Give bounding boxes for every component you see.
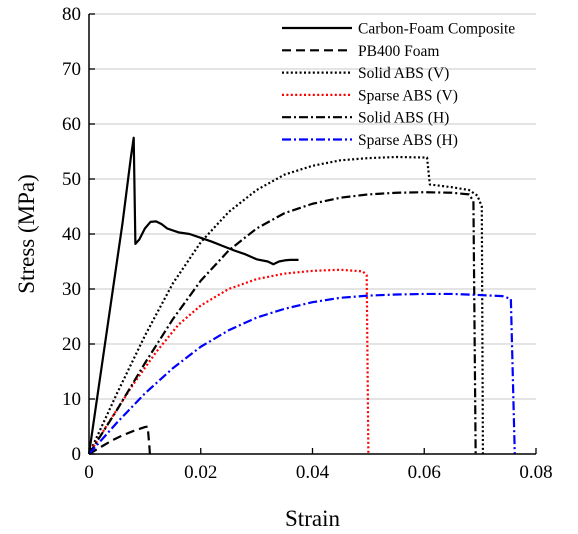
legend-label-5: Sparse ABS (H) — [358, 132, 458, 149]
y-tick-label: 20 — [62, 334, 81, 355]
series-lines — [87, 136, 516, 455]
legend-label-4: Solid ABS (H) — [358, 110, 449, 127]
y-tick-label: 60 — [62, 114, 81, 135]
legend-label-2: Solid ABS (V) — [358, 65, 449, 82]
series-line-5 — [88, 292, 516, 455]
series-line-4 — [88, 191, 477, 455]
y-tick-label: 50 — [62, 169, 81, 190]
x-tick-label: 0.06 — [408, 462, 441, 483]
legend: Carbon-Foam Composite PB400 Foam Solid ABS… — [282, 21, 515, 149]
legend-label-0: Carbon-Foam Composite — [358, 21, 515, 38]
x-axis-label: Strain — [285, 506, 340, 531]
y-axis-label: Stress (MPa) — [14, 174, 39, 293]
x-tick-label: 0.04 — [296, 462, 330, 483]
legend-label-1: PB400 Foam — [358, 43, 439, 60]
series-line-3 — [88, 268, 370, 455]
x-tick-label: 0.08 — [519, 462, 552, 483]
y-tick-label: 0 — [72, 444, 82, 465]
tick-labels: 0 10 20 30 40 50 60 70 80 0 0.02 0.04 0.06 0.08 — [62, 4, 553, 483]
y-tick-label: 70 — [62, 59, 81, 80]
series-line-0 — [87, 136, 299, 455]
y-tick-label: 40 — [62, 224, 81, 245]
series-line-1 — [88, 425, 151, 455]
y-tick-label: 30 — [62, 279, 81, 300]
y-tick-label: 80 — [62, 4, 81, 25]
legend-label-3: Sparse ABS (V) — [358, 87, 458, 104]
x-tick-label: 0 — [84, 462, 94, 483]
y-tick-label: 10 — [62, 389, 81, 410]
x-tick-label: 0.02 — [184, 462, 217, 483]
grid-lines — [89, 13, 536, 400]
series-line-2 — [88, 155, 485, 455]
